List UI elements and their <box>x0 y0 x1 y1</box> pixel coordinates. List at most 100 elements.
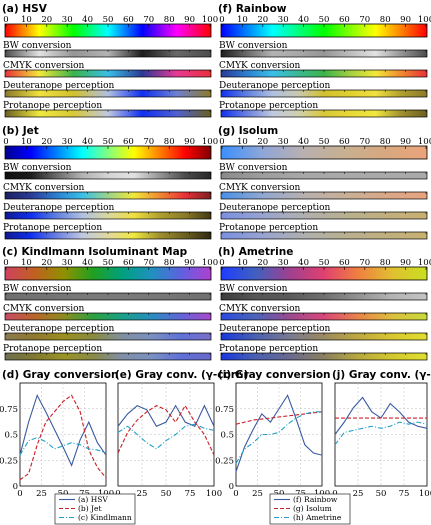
scale-tick-label: 20 <box>41 137 52 147</box>
cmyk-label: CMYK conversion <box>219 61 301 71</box>
scale-tick-label: 60 <box>339 258 350 268</box>
legend-entry: (a) HSV <box>78 495 108 504</box>
scale-tick-label: 70 <box>143 137 154 147</box>
deut-label: Deuteranope perception <box>3 203 115 213</box>
legend-entry: (b) Jet <box>78 504 102 513</box>
deut-label: Deuteranope perception <box>219 324 331 334</box>
scale-tick-label: 0 <box>3 258 8 268</box>
scale-tick-label: 80 <box>380 137 391 147</box>
chart-title: (e) Gray conv. (γ-corr.) <box>115 369 248 381</box>
bw-label: BW conversion <box>219 284 288 294</box>
y-tick-label: 0.5 <box>4 431 18 441</box>
scale-tick-label: 80 <box>164 137 175 147</box>
scale-tick-label: 60 <box>123 137 134 147</box>
scale-tick-label: 10 <box>21 15 32 25</box>
panel-title: (b) Jet <box>2 125 39 137</box>
scale-tick-label: 0 <box>3 15 8 25</box>
scale-tick-label: 30 <box>62 137 73 147</box>
deut-label: Deuteranope perception <box>3 324 115 334</box>
scale-tick-label: 40 <box>82 258 93 268</box>
panel-title: (h) Ametrine <box>218 246 293 258</box>
cmyk-label: CMYK conversion <box>219 304 301 314</box>
prot-label: Protanope perception <box>3 101 102 111</box>
x-tick-label: 50 <box>376 489 387 499</box>
x-tick-label: 25 <box>36 489 47 499</box>
legend-entry: (c) Kindlmann <box>78 513 132 522</box>
line-chart-j: (j) Gray conv. (γ-corr.)0255075100 <box>332 369 431 499</box>
scale-tick-label: 10 <box>237 258 248 268</box>
legend-right: (f) Rainbow(g) Isolum(h) Ametrine <box>269 493 351 525</box>
scale-tick-label: 50 <box>319 258 330 268</box>
scale-tick-label: 50 <box>103 137 114 147</box>
scale-tick-label: 100 <box>418 258 431 268</box>
cmyk-label: CMYK conversion <box>3 61 85 71</box>
chart-title: (d) Gray conversion <box>2 369 118 381</box>
x-tick-label: 100 <box>419 489 431 499</box>
prot-label: Protanope perception <box>3 223 102 233</box>
prot-label: Protanope perception <box>219 223 318 233</box>
series-line-3 <box>334 421 428 446</box>
scale-tick-label: 90 <box>184 137 195 147</box>
scale-tick-label: 40 <box>298 137 309 147</box>
x-tick-label: 75 <box>185 489 196 499</box>
scale-tick-label: 30 <box>62 258 73 268</box>
y-tick-label: 0.75 <box>0 405 18 415</box>
scale-tick-label: 70 <box>143 258 154 268</box>
scale-tick-label: 10 <box>237 15 248 25</box>
x-tick-label: 0 <box>17 489 22 499</box>
scale-tick-label: 0 <box>219 258 224 268</box>
cmyk-label: CMYK conversion <box>3 304 85 314</box>
legend-entry: (h) Ametrine <box>293 513 342 522</box>
scale-tick-label: 70 <box>359 137 370 147</box>
series-line-2 <box>19 394 107 481</box>
scale-tick-label: 40 <box>298 258 309 268</box>
scale-tick-label: 100 <box>202 15 218 25</box>
panel-title: (a) HSV <box>2 3 48 15</box>
scale-tick-label: 70 <box>359 15 370 25</box>
y-tick-label: 0.5 <box>220 431 234 441</box>
bw-label: BW conversion <box>3 284 72 294</box>
deut-label: Deuteranope perception <box>219 81 331 91</box>
scale-tick-label: 100 <box>202 258 218 268</box>
panel-title: (f) Rainbow <box>218 3 287 15</box>
scale-tick-label: 20 <box>257 137 268 147</box>
series-line-3 <box>19 436 107 456</box>
series-line-1 <box>19 393 107 467</box>
scale-tick-label: 70 <box>143 15 154 25</box>
scale-tick-label: 90 <box>184 15 195 25</box>
scale-tick-label: 10 <box>237 137 248 147</box>
scale-tick-label: 100 <box>418 137 431 147</box>
scale-tick-label: 80 <box>164 258 175 268</box>
panel-title: (c) Kindlmann Isoluminant Map <box>2 246 188 258</box>
chart-title: (j) Gray conv. (γ-corr.) <box>332 369 431 381</box>
x-tick-label: 25 <box>353 489 364 499</box>
y-tick-label: 0 <box>13 482 18 492</box>
prot-label: Protanope perception <box>219 101 318 111</box>
scale-tick-label: 80 <box>164 15 175 25</box>
y-tick-label: 0.25 <box>215 456 234 466</box>
scale-tick-label: 50 <box>103 15 114 25</box>
scale-tick-label: 20 <box>41 15 52 25</box>
scale-tick-label: 40 <box>82 137 93 147</box>
scale-tick-label: 10 <box>21 137 32 147</box>
scale-tick-label: 60 <box>339 15 350 25</box>
scale-tick-label: 0 <box>3 137 8 147</box>
x-tick-label: 75 <box>399 489 410 499</box>
y-tick-label: 0.75 <box>215 405 234 415</box>
line-chart-e: (e) Gray conv. (γ-corr.) 0 25 50 75 100 <box>115 369 248 499</box>
series-line-3 <box>235 411 322 464</box>
scale-tick-label: 70 <box>359 258 370 268</box>
chart-title: (i) Gray conversion <box>218 369 331 381</box>
scale-tick-label: 50 <box>319 15 330 25</box>
bw-label: BW conversion <box>219 163 288 173</box>
series-line-2 <box>117 404 215 456</box>
y-tick-label: 0.25 <box>0 456 18 466</box>
panel-title: (g) Isolum <box>218 125 278 137</box>
series-line-2 <box>235 411 323 425</box>
scale-tick-label: 90 <box>400 137 411 147</box>
scale-tick-label: 40 <box>298 15 309 25</box>
